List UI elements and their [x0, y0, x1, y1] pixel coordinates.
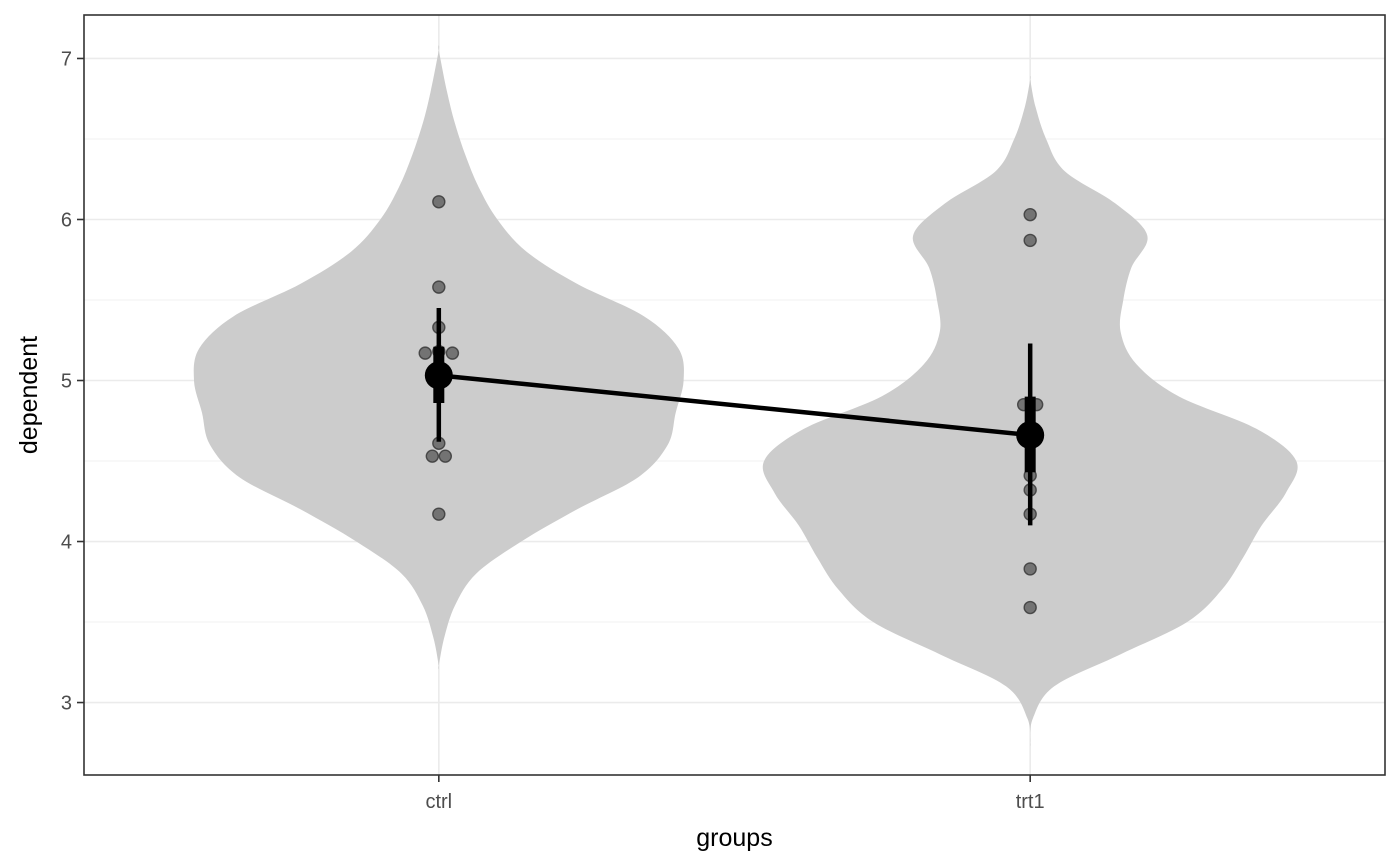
data-point-ctrl — [445, 346, 460, 360]
x-axis: ctrl trt1 — [425, 775, 1045, 813]
data-point-trt1 — [1023, 207, 1037, 222]
summary-layer — [424, 308, 1045, 526]
data-point-ctrl — [432, 280, 446, 294]
mean-connector-line — [438, 373, 1031, 438]
data-point-ctrl — [432, 507, 446, 521]
data-point-ctrl — [425, 449, 440, 463]
y-tick-label: 6 — [61, 209, 72, 231]
y-tick-label: 3 — [61, 693, 72, 715]
mean-point-trt1 — [1016, 421, 1045, 450]
y-axis-title: dependent — [15, 336, 43, 454]
y-axis: 3 4 5 6 7 — [61, 48, 84, 715]
data-point-trt1 — [1023, 600, 1037, 615]
data-point-ctrl — [432, 195, 446, 209]
data-point-ctrl — [418, 346, 432, 360]
panel-border — [83, 14, 1386, 776]
x-tick-label-trt1: trt1 — [1016, 791, 1045, 813]
x-tick-label-ctrl: ctrl — [425, 791, 452, 813]
y-tick-label: 4 — [61, 532, 72, 554]
y-tick-label: 7 — [61, 48, 72, 70]
mean-point-ctrl — [424, 361, 453, 390]
violins — [193, 45, 1298, 746]
data-point-ctrl — [438, 449, 453, 463]
x-axis-title: groups — [696, 824, 772, 852]
data-point-trt1 — [1023, 233, 1037, 248]
y-tick-label: 5 — [61, 371, 72, 393]
data-point-trt1 — [1023, 562, 1037, 576]
